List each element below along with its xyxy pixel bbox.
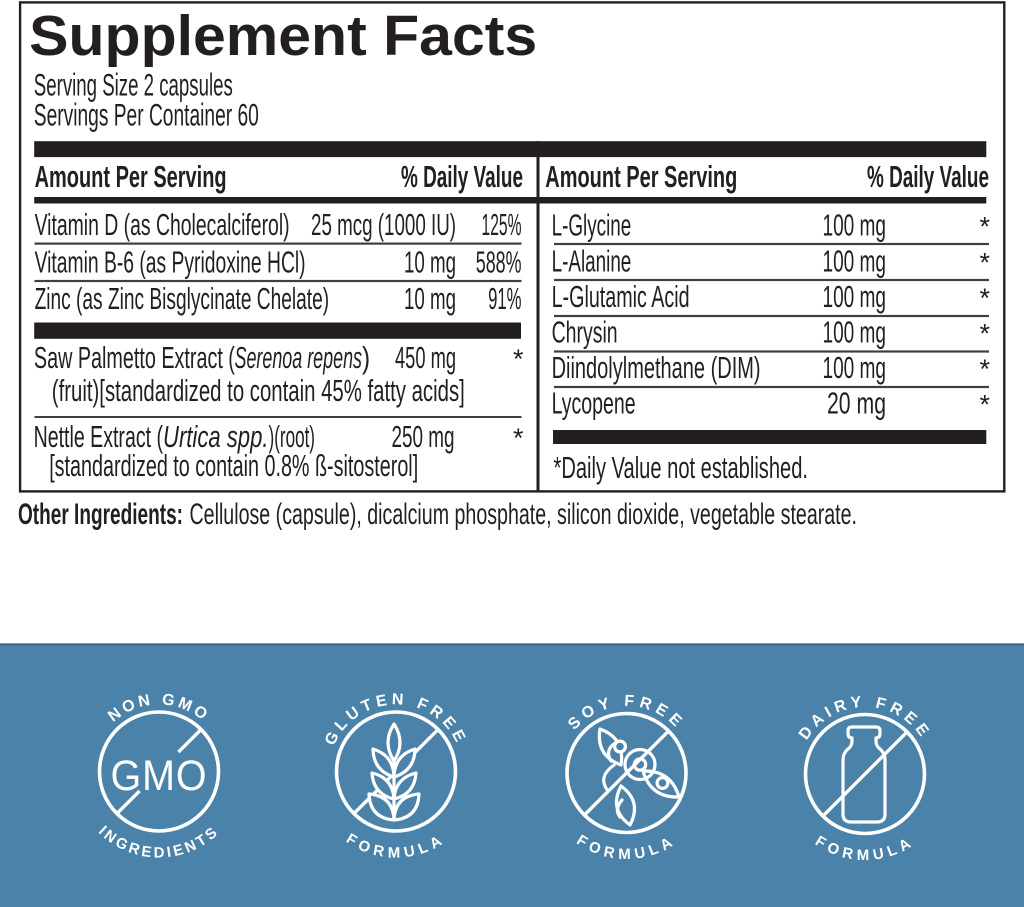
svg-text:Lycopene: Lycopene xyxy=(552,386,636,420)
svg-text:10 mg: 10 mg xyxy=(404,282,456,316)
svg-text:Serenoa repens: Serenoa repens xyxy=(235,341,363,375)
svg-text:*: * xyxy=(979,247,990,277)
svg-text:100 mg: 100 mg xyxy=(823,244,887,278)
svg-text:Zinc (as Zinc Bisglycinate Che: Zinc (as Zinc Bisglycinate Chelate) xyxy=(35,282,330,316)
svg-text:(fruit)[standardized to contai: (fruit)[standardized to contain 45% fatt… xyxy=(52,374,465,408)
svg-text:250 mg: 250 mg xyxy=(392,420,455,454)
svg-text:GMO: GMO xyxy=(111,752,208,800)
svg-text:Urtica spp.: Urtica spp. xyxy=(163,420,269,454)
svg-text:Amount Per Serving: Amount Per Serving xyxy=(545,161,737,194)
svg-text:L-Glutamic Acid: L-Glutamic Acid xyxy=(552,280,690,314)
svg-text:588%: 588% xyxy=(476,245,522,279)
svg-text:20 mg: 20 mg xyxy=(827,386,886,420)
svg-text:)(root): )(root) xyxy=(269,420,316,454)
svg-text:*: * xyxy=(513,344,524,374)
svg-text:100 mg: 100 mg xyxy=(823,209,887,243)
svg-text:Cellulose (capsule), dicalcium: Cellulose (capsule), dicalcium phosphate… xyxy=(190,498,858,531)
svg-text:125%: 125% xyxy=(482,208,522,242)
svg-text:Nettle Extract (: Nettle Extract ( xyxy=(34,420,163,454)
svg-text:Chrysin: Chrysin xyxy=(552,316,618,350)
svg-text:% Daily Value: % Daily Value xyxy=(867,161,989,194)
svg-text:L-Glycine: L-Glycine xyxy=(552,209,632,243)
svg-text:Vitamin B-6 (as Pyridoxine HCl: Vitamin B-6 (as Pyridoxine HCl) xyxy=(35,245,306,279)
svg-text:L-Alanine: L-Alanine xyxy=(552,244,632,278)
svg-text:100 mg: 100 mg xyxy=(823,280,887,314)
svg-text:Serving Size 2 capsules: Serving Size 2 capsules xyxy=(34,67,233,103)
svg-text:Servings Per Container 60: Servings Per Container 60 xyxy=(34,97,259,133)
svg-text:Diindolylmethane (DIM): Diindolylmethane (DIM) xyxy=(552,351,761,385)
svg-text:10 mg: 10 mg xyxy=(404,245,456,279)
svg-text:*: * xyxy=(979,389,990,419)
svg-text:*: * xyxy=(979,354,990,384)
svg-text:100 mg: 100 mg xyxy=(823,351,887,385)
svg-text:450 mg: 450 mg xyxy=(395,341,456,375)
svg-text:100 mg: 100 mg xyxy=(823,316,887,350)
svg-text:25 mcg (1000 IU): 25 mcg (1000 IU) xyxy=(311,208,456,242)
svg-text:*: * xyxy=(979,319,990,349)
svg-text:Saw Palmetto Extract (: Saw Palmetto Extract ( xyxy=(34,341,235,375)
svg-text:*Daily Value not established.: *Daily Value not established. xyxy=(554,451,809,485)
svg-text:% Daily Value: % Daily Value xyxy=(401,161,523,194)
svg-text:Vitamin D (as Cholecalciferol): Vitamin D (as Cholecalciferol) xyxy=(35,208,290,242)
svg-text:[standardized to contain 0.8%: [standardized to contain 0.8% ß-sitoster… xyxy=(49,449,418,483)
svg-text:*: * xyxy=(979,212,990,242)
svg-text:Supplement Facts: Supplement Facts xyxy=(29,4,537,67)
svg-text:*: * xyxy=(979,283,990,313)
svg-text:Other Ingredients:: Other Ingredients: xyxy=(18,498,183,531)
svg-text:91%: 91% xyxy=(488,282,521,316)
svg-text:): ) xyxy=(362,340,370,374)
svg-text:Amount Per Serving: Amount Per Serving xyxy=(35,161,227,194)
svg-text:*: * xyxy=(513,423,524,453)
